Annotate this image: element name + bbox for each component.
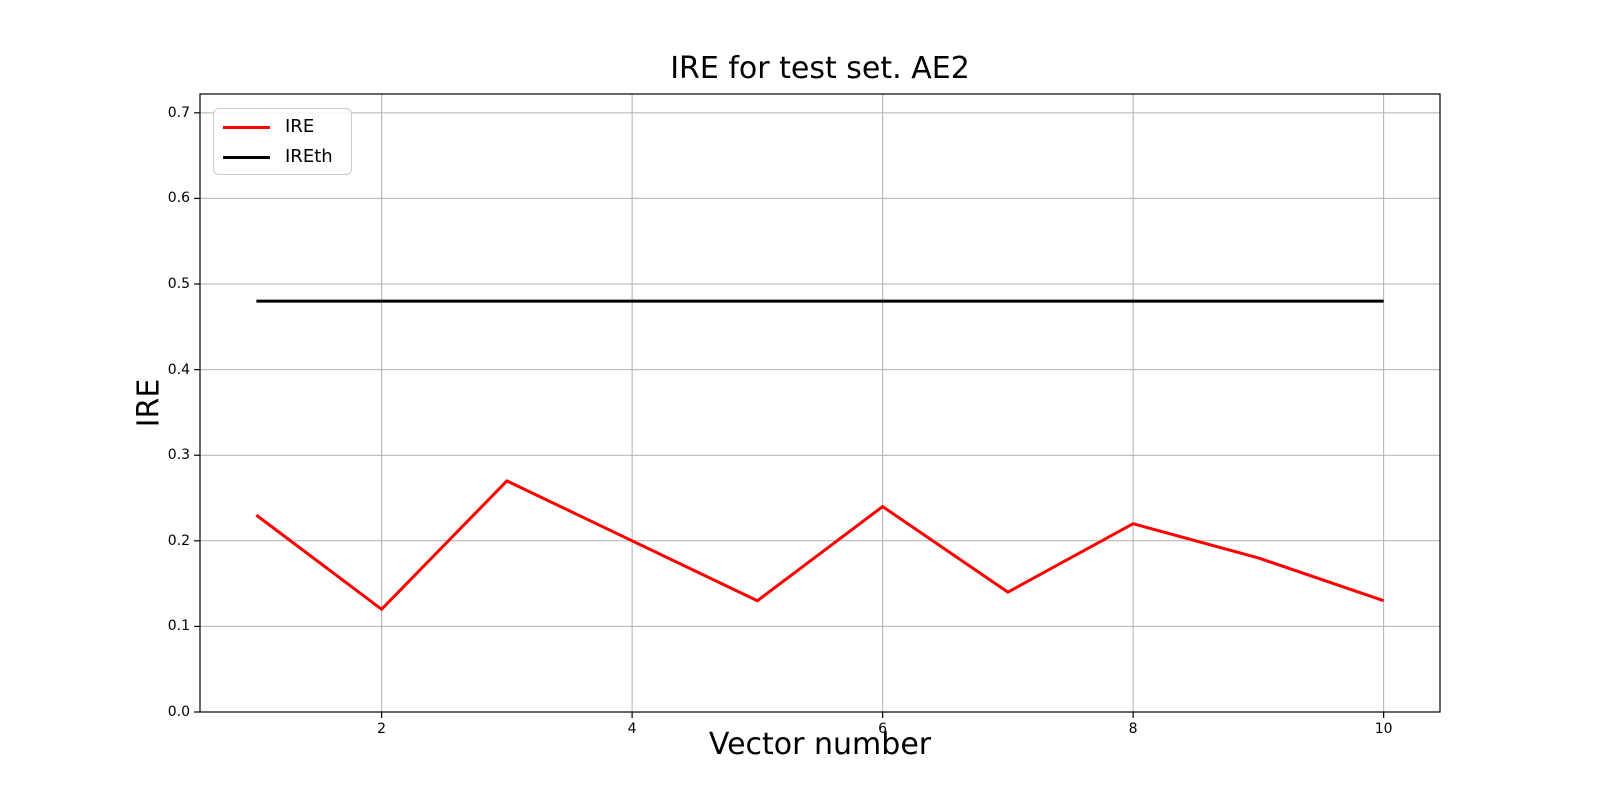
y-tick-label: 0.3 bbox=[167, 447, 190, 464]
legend-entry-ireth: IREth bbox=[214, 142, 351, 172]
y-tick-label: 0.2 bbox=[167, 532, 190, 549]
x-tick-label: 10 bbox=[1374, 721, 1393, 737]
chart-title: IRE for test set. AE2 bbox=[670, 51, 970, 86]
y-tick-label: 0.1 bbox=[167, 618, 190, 635]
x-tick-label: 6 bbox=[878, 721, 888, 737]
tick-marks bbox=[194, 112, 1385, 718]
x-tick-label: 8 bbox=[1128, 721, 1138, 737]
y-tick-label: 0.7 bbox=[167, 104, 190, 121]
y-tick-label: 0.4 bbox=[167, 361, 190, 378]
legend-entry-ire: IRE bbox=[214, 112, 351, 142]
ire-line-swatch bbox=[223, 125, 270, 129]
x-axis-label: Vector number bbox=[708, 727, 932, 762]
x-tick-label: 4 bbox=[627, 721, 637, 737]
ireth-line-swatch bbox=[223, 155, 270, 159]
y-tick-label: 0.5 bbox=[167, 276, 190, 293]
y-tick-label: 0.0 bbox=[167, 704, 190, 720]
legend-label-ire: IRE bbox=[285, 116, 315, 137]
legend-label-ireth: IREth bbox=[285, 146, 333, 167]
gridlines bbox=[200, 94, 1440, 713]
y-tick-label: 0.6 bbox=[167, 190, 190, 207]
plot-border bbox=[199, 93, 1441, 713]
x-tick-label: 2 bbox=[377, 721, 387, 737]
ire-data-line bbox=[255, 479, 1385, 612]
legend: IRE IREth bbox=[213, 108, 352, 175]
